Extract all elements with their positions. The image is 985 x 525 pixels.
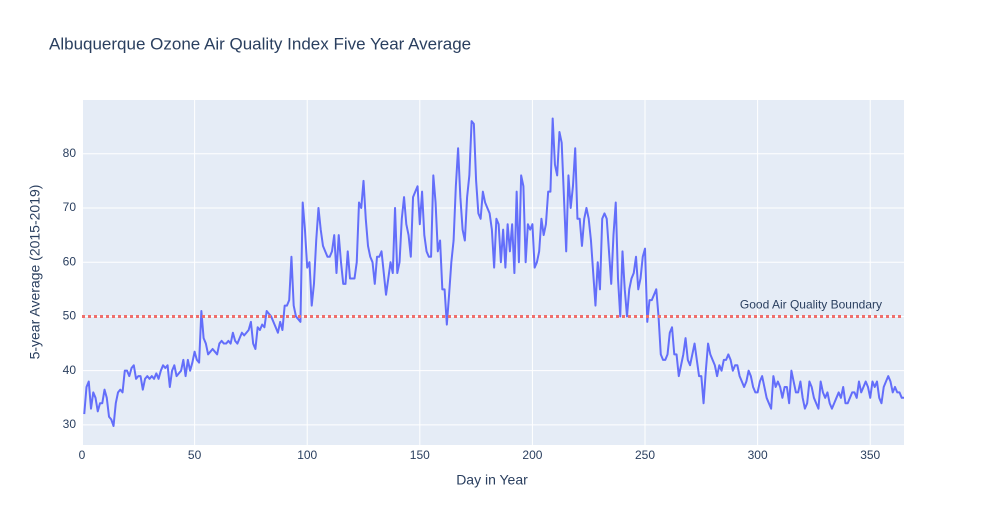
y-tick-label: 60	[63, 254, 77, 268]
x-tick-label: 200	[522, 448, 542, 462]
chart-title: Albuquerque Ozone Air Quality Index Five…	[49, 34, 471, 53]
plot-area	[82, 100, 904, 445]
y-tick-label: 70	[63, 200, 77, 214]
x-tick-label: 150	[410, 448, 430, 462]
y-tick-label: 30	[63, 417, 77, 431]
x-tick-label: 100	[297, 448, 317, 462]
data-line	[83, 117, 904, 428]
threshold-label: Good Air Quality Boundary	[740, 298, 882, 312]
y-axis-title: 5-year Average (2015-2019)	[27, 185, 43, 360]
x-tick-label: 250	[635, 448, 655, 462]
y-tick-label: 40	[63, 363, 77, 377]
x-tick-label: 300	[748, 448, 768, 462]
y-tick-label: 80	[63, 146, 77, 160]
x-axis-title: Day in Year	[456, 472, 528, 488]
x-tick-label: 350	[860, 448, 880, 462]
x-tick-label: 50	[188, 448, 202, 462]
y-tick-label: 50	[63, 309, 77, 323]
x-tick-label: 0	[79, 448, 86, 462]
